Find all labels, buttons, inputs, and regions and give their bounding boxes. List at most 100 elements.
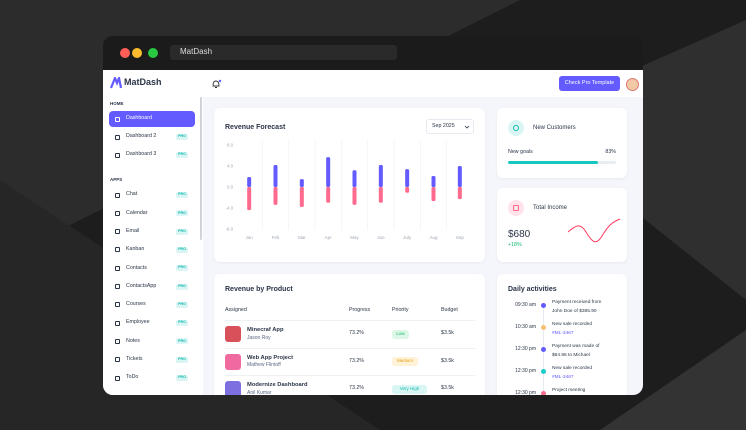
column-header: Budget (441, 307, 458, 314)
goal-label: 83% (605, 149, 616, 156)
nav-icon (115, 265, 120, 271)
badge (176, 283, 188, 290)
bar (247, 187, 252, 211)
x-tick-label: May (350, 235, 359, 240)
activity-text: New sale recorded (552, 322, 592, 328)
row-divider (225, 320, 475, 321)
section-title: HOME (110, 100, 124, 106)
daily-activities-card (497, 274, 627, 395)
minimize-dot[interactable] (132, 48, 142, 58)
bar (352, 170, 357, 187)
x-tick-label: Feb (272, 235, 280, 240)
x-tick-label: Mar (298, 235, 306, 240)
product-thumb (225, 353, 241, 370)
nav-item[interactable]: Notes (126, 337, 140, 344)
pro-button-label[interactable]: Check Pro Template (564, 80, 615, 86)
card-title: Revenue by Product (225, 285, 293, 293)
period-label[interactable]: Sep 2025 (432, 123, 455, 130)
browser-window: MatDash MatDash Check Pro Template 8.0 4.… (103, 36, 643, 395)
badge (176, 210, 188, 217)
bell-icon[interactable] (211, 79, 222, 89)
activity-link[interactable]: #ML-3467 (552, 374, 574, 380)
progress: 73.2% (349, 357, 365, 364)
pro-button[interactable] (559, 76, 620, 91)
nav-item[interactable]: Dashboard (126, 115, 152, 122)
nav-item[interactable]: Kanban (126, 246, 145, 253)
timeline-dot (541, 302, 546, 308)
x-tick-label: Sep (456, 235, 465, 240)
badge (176, 192, 188, 198)
maximize-dot[interactable] (148, 48, 158, 58)
nav-icon (115, 134, 120, 140)
nav-item[interactable]: Calendar (126, 209, 148, 216)
timeline-dot (541, 346, 546, 352)
budget: $3.5k (441, 330, 454, 337)
nav-item[interactable]: Chat (126, 191, 138, 198)
priority-label: Low (396, 330, 405, 336)
bar (247, 177, 252, 187)
nav-icon (115, 210, 120, 216)
badge (176, 152, 188, 158)
nav-item[interactable]: ContactsApp (126, 282, 157, 289)
badge-label: PRO (178, 320, 186, 325)
badge-label: PRO (178, 283, 186, 288)
bar (299, 187, 304, 207)
activity-text: $64.95 to Michael (552, 352, 590, 358)
nav-icon (115, 357, 120, 363)
activity-text: John Doe of $385.90 (552, 308, 597, 314)
revenue-product-card (214, 274, 485, 395)
badge-label: PRO (178, 247, 186, 252)
timeline-dot (541, 324, 546, 330)
graphics: 8.0 4.0 0.0 -4.0 -8.0 Jan Feb Mar Apr May Jun July A… (226, 125, 621, 243)
nav-item[interactable]: Dashboard 3 (126, 151, 157, 158)
timeline-dot (541, 390, 546, 395)
activity-text: Payment was made of (552, 344, 600, 350)
badge (176, 338, 188, 345)
brand[interactable]: MatDash (124, 77, 162, 87)
address-bar[interactable] (170, 45, 397, 60)
nav-item[interactable]: Tickets (126, 356, 143, 363)
badge (176, 134, 188, 140)
icon-glyph (513, 205, 519, 211)
period-select[interactable] (426, 119, 474, 134)
badge-label: PRO (178, 375, 186, 380)
x-tick-label: Jan (246, 235, 254, 240)
badge (176, 320, 188, 327)
bar (326, 187, 331, 203)
activity-link[interactable]: #ML-3467 (552, 330, 574, 336)
sidebar (103, 97, 203, 395)
section-title: APPS (110, 176, 123, 182)
bar (378, 187, 383, 203)
nav-item[interactable]: Email (126, 227, 140, 234)
nav-item[interactable]: Employee (126, 319, 150, 326)
product-person: Anil Kumar (247, 389, 272, 395)
badge-label: PRO (178, 134, 186, 139)
y-tick-label: -4.0 (226, 206, 234, 211)
window-content: MatDash MatDash Check Pro Template 8.0 4.… (103, 36, 643, 395)
activity-time: 09:30 am (515, 301, 536, 308)
bar (378, 164, 383, 187)
close-dot[interactable] (120, 48, 130, 58)
nav-item[interactable]: Dashboard 2 (126, 133, 157, 140)
scrollbar[interactable] (200, 97, 202, 240)
nav-item[interactable]: ToDo (126, 374, 139, 381)
badge-label: PRO (178, 210, 186, 215)
bar (299, 179, 304, 187)
bar (326, 157, 331, 187)
header (103, 70, 643, 97)
nav-icon (115, 320, 120, 326)
activity-time: 12:30 pm (515, 389, 536, 395)
avatar[interactable] (626, 78, 639, 91)
nav-item[interactable]: Courses (126, 301, 146, 308)
badge-label: PRO (178, 338, 186, 343)
nav-icon (115, 229, 120, 235)
budget: $3.5k (441, 357, 454, 364)
card-title: Daily activities (508, 285, 557, 293)
y-tick-label: 8.0 (227, 143, 234, 148)
window-title: MatDash (180, 47, 213, 56)
active-item[interactable] (109, 111, 195, 127)
progress-bar (508, 161, 598, 164)
nav-item[interactable]: Contacts (126, 264, 147, 271)
progress: 73.2% (349, 385, 365, 392)
